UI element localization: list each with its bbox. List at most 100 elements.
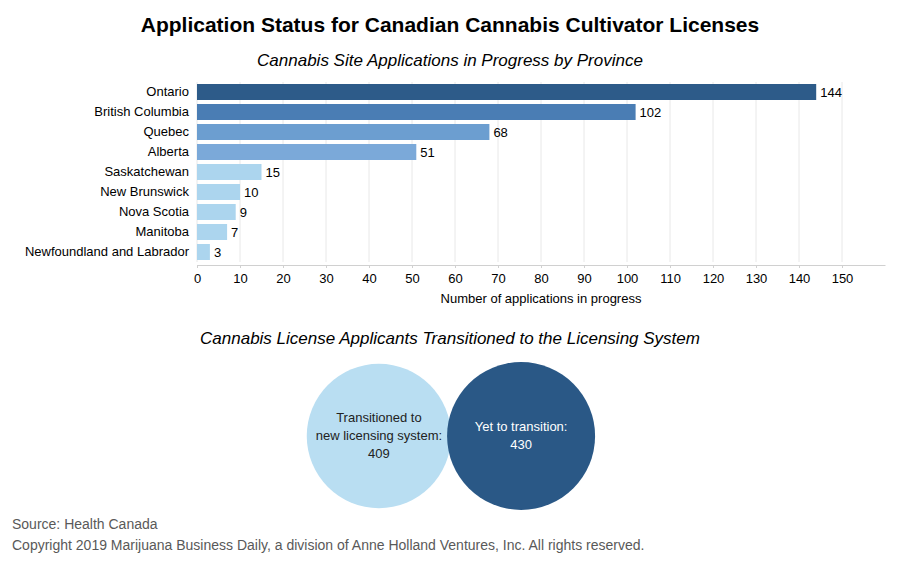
y-tick-label: Newfoundland and Labrador	[25, 244, 190, 259]
y-tick: Saskatchewan	[104, 164, 189, 179]
bubble-category: Transitioned tonew licensing system:	[316, 410, 442, 443]
bubble	[307, 364, 451, 508]
x-tick: 130	[746, 265, 768, 286]
bubble-category: Yet to transition:	[475, 419, 568, 434]
x-tick: 40	[362, 265, 376, 286]
x-tick-mark	[799, 265, 800, 268]
x-tick-label: 140	[789, 271, 811, 286]
x-tick: 30	[319, 265, 333, 286]
bubble-labels: Transitioned tonew licensing system: 409 Y…	[316, 410, 568, 461]
y-tick-label: Saskatchewan	[104, 164, 189, 179]
x-tick-mark	[670, 265, 671, 268]
x-tick-mark	[283, 265, 284, 268]
y-tick-label: New Brunswick	[100, 184, 189, 199]
x-tick: 140	[789, 265, 811, 286]
grid-line	[713, 82, 714, 262]
x-tick-label: 60	[448, 271, 462, 286]
chart-subtitle: Cannabis Site Applications in Progress b…	[257, 51, 643, 70]
x-tick: 100	[617, 265, 639, 286]
x-tick-label: 40	[362, 271, 376, 286]
data-label: 68	[493, 125, 507, 140]
x-tick: 150	[832, 265, 854, 286]
grid	[197, 82, 842, 262]
x-tick-label: 50	[405, 271, 419, 286]
x-tick-mark	[455, 265, 456, 268]
chart-subtitle: Cannabis License Applicants Transitioned…	[200, 329, 700, 348]
data-label: 7	[231, 225, 238, 240]
x-tick-label: 80	[534, 271, 548, 286]
x-tick-mark	[842, 265, 843, 268]
bar	[197, 124, 489, 140]
x-tick-label: 110	[660, 271, 681, 286]
bar	[197, 224, 227, 240]
grid-line	[842, 82, 843, 262]
y-tick-label: Quebec	[143, 124, 189, 139]
y-tick-label: British Columbia	[94, 104, 189, 119]
x-tick: 120	[703, 265, 725, 286]
x-tick-mark	[326, 265, 327, 268]
x-tick: 10	[233, 265, 247, 286]
y-tick: New Brunswick	[100, 184, 189, 199]
copyright: Copyright 2019 Marijuana Business Daily,…	[12, 537, 644, 553]
bar	[197, 84, 816, 100]
x-tick: 80	[534, 265, 548, 286]
x-tick-label: 20	[276, 271, 290, 286]
x-tick-label: 30	[319, 271, 333, 286]
y-axis: Ontario British Columbia Quebec Alberta Sask…	[25, 84, 190, 259]
bar	[197, 244, 210, 260]
y-tick: Nova Scotia	[119, 204, 190, 219]
y-tick-label: Nova Scotia	[119, 204, 190, 219]
data-label: 51	[420, 145, 434, 160]
x-tick: 20	[276, 265, 290, 286]
bar	[197, 104, 636, 120]
x-tick-mark	[584, 265, 585, 268]
data-label: 10	[244, 185, 258, 200]
x-tick-mark	[240, 265, 241, 268]
x-axis-title: Number of applications in progress	[441, 291, 642, 306]
x-tick-mark	[412, 265, 413, 268]
x-tick-mark	[627, 265, 628, 268]
x-tick: 70	[491, 265, 505, 286]
x-tick-mark	[197, 265, 198, 268]
x-tick-mark	[713, 265, 714, 268]
x-tick-mark	[498, 265, 499, 268]
chart-canvas: Application Status for Canadian Cannabis…	[0, 0, 900, 563]
x-tick: 110	[660, 265, 681, 286]
x-tick-mark	[541, 265, 542, 268]
y-tick: Newfoundland and Labrador	[25, 244, 190, 259]
x-tick-label: 120	[703, 271, 725, 286]
x-tick: 90	[577, 265, 591, 286]
x-tick-label: 70	[491, 271, 505, 286]
x-tick-label: 90	[577, 271, 591, 286]
data-labels: 144 102 68 51 15 10 973	[214, 85, 842, 260]
x-tick-mark	[369, 265, 370, 268]
data-label: 102	[640, 105, 662, 120]
bubble-value: 430	[510, 437, 532, 452]
grid-line	[756, 82, 757, 262]
data-label: 144	[820, 85, 842, 100]
y-tick: Ontario	[146, 84, 189, 99]
bar	[197, 204, 236, 220]
x-tick-label: 0	[194, 271, 201, 286]
y-tick: Quebec	[143, 124, 189, 139]
y-tick-label: Alberta	[148, 144, 190, 159]
x-tick: 60	[448, 265, 462, 286]
x-axis: 0 10 20 30 40 50 60 70 80 90 100 110 120 130 140 150	[194, 265, 886, 286]
bar	[197, 164, 262, 180]
x-tick-label: 130	[746, 271, 768, 286]
grid-line	[799, 82, 800, 262]
y-tick: Manitoba	[136, 224, 190, 239]
data-label: 15	[266, 165, 280, 180]
y-tick-label: Ontario	[146, 84, 189, 99]
x-tick-label: 150	[832, 271, 854, 286]
bubble	[447, 362, 595, 510]
bubble-category-line: Transitioned to	[336, 410, 422, 425]
data-label: 3	[214, 245, 221, 260]
data-label: 9	[240, 205, 247, 220]
y-tick: Alberta	[148, 144, 190, 159]
x-tick-label: 100	[617, 271, 639, 286]
bubble-value: 409	[368, 446, 390, 461]
background	[0, 0, 900, 563]
x-tick: 0	[194, 265, 201, 286]
x-tick: 50	[405, 265, 419, 286]
